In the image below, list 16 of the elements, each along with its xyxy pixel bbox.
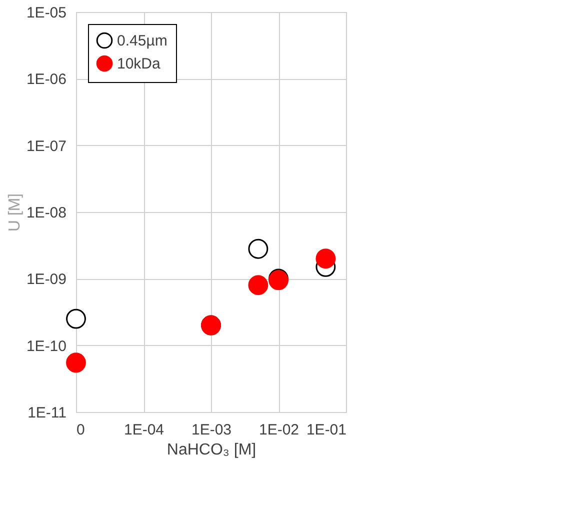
- y-axis-title: U [M]: [6, 193, 24, 232]
- legend-label: 0.45µm: [117, 32, 168, 50]
- x-tick-label: 1E-03: [191, 422, 232, 438]
- legend-label: 10kDa: [117, 56, 162, 72]
- y-tick-label: 1E-11: [28, 404, 66, 422]
- y-tick-label: 1E-08: [26, 204, 66, 222]
- x-tick-label: 0: [76, 422, 85, 438]
- x-tick-label: 1E-04: [124, 422, 164, 438]
- x-axis-title: NaHCO₃ [M]: [166, 442, 256, 458]
- y-tick-label: 1E-07: [26, 138, 66, 155]
- y-tick-label: 1E-05: [26, 4, 66, 22]
- x-tick-label: 1E-01: [306, 422, 346, 438]
- y-tick-label: 1E-09: [26, 271, 66, 288]
- y-tick-label: 1E-10: [26, 338, 66, 355]
- y-tick-label: 1E-06: [26, 71, 66, 88]
- x-tick-label: 1E-02: [258, 422, 300, 438]
